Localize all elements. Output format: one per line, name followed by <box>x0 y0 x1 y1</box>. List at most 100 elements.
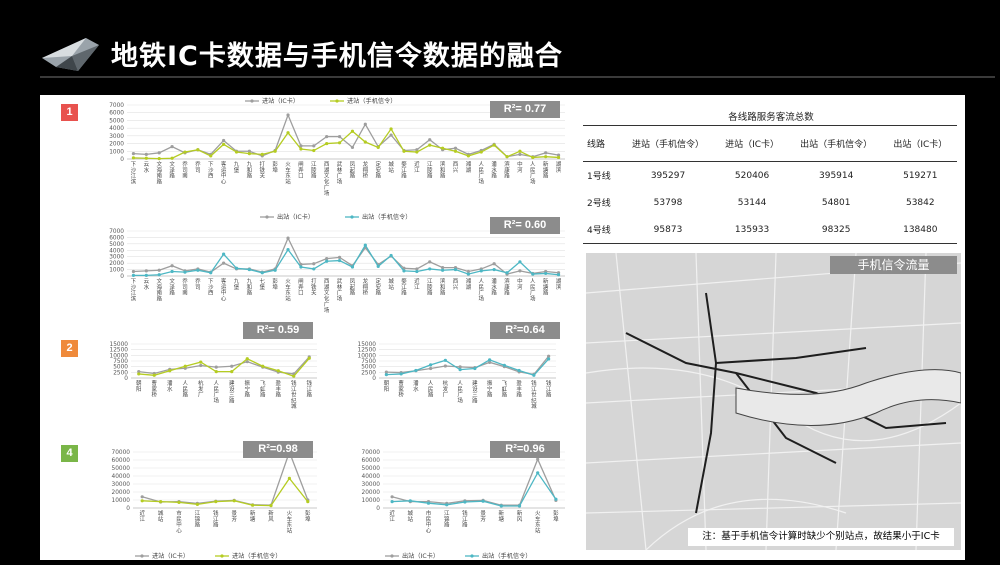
chart-line4-exits: 0 10000 20000 30000 40000 50000 60000 70000 近江城站… <box>362 450 565 560</box>
x-tick-label: 新塘 <box>250 509 256 523</box>
data-point <box>428 138 432 142</box>
data-point <box>402 269 406 273</box>
data-point <box>443 364 447 368</box>
chart-line4-entries: 0 10000 20000 30000 40000 50000 60000 70000 近江城站… <box>112 450 317 560</box>
x-tick-label: 近江 <box>414 277 420 291</box>
data-point <box>137 372 141 376</box>
data-point <box>232 499 236 503</box>
x-tick-label: 定安路 <box>375 277 381 297</box>
y-tick-label: 1000 <box>109 149 124 155</box>
data-point <box>159 500 163 504</box>
data-point <box>157 151 161 155</box>
data-point <box>144 273 148 277</box>
legend-label: 出站（IC卡） <box>277 213 314 221</box>
data-point <box>286 236 290 240</box>
data-point <box>144 269 148 273</box>
data-point <box>260 271 264 275</box>
data-point <box>505 271 509 275</box>
data-point <box>536 457 540 461</box>
y-tick-label: 30000 <box>112 482 131 488</box>
data-point <box>399 372 403 376</box>
x-tick-label: 下沙江滨 <box>131 161 137 185</box>
data-point <box>473 366 477 371</box>
x-tick-label: 潘水路 <box>491 277 497 297</box>
data-point <box>144 152 148 156</box>
data-point <box>390 495 394 499</box>
x-tick-label: 闸弄口 <box>298 277 304 297</box>
data-point <box>247 152 251 156</box>
data-point <box>463 500 467 504</box>
page-title: 地铁IC卡数据与手机信令数据的融合 <box>111 41 563 72</box>
table-cell: 138480 <box>903 224 938 235</box>
data-point <box>140 495 144 499</box>
x-tick-label: 龙翔桥 <box>363 160 369 180</box>
x-tick-label: 杭发厂 <box>198 379 204 399</box>
series-line-1 <box>133 127 559 160</box>
x-tick-label: 城站 <box>388 278 394 291</box>
x-tick-label: 火车东站 <box>285 162 291 185</box>
x-tick-label: 振宁路 <box>244 379 250 399</box>
data-point <box>251 503 255 507</box>
x-tick-label: 潘水路 <box>491 160 497 180</box>
data-point <box>350 265 355 269</box>
data-point <box>429 366 433 371</box>
x-tick-label: 彭埠 <box>272 160 278 174</box>
data-point <box>389 133 393 137</box>
r2-badge: R²= 0.59 <box>243 322 313 339</box>
x-tick-label: 湖滨 <box>556 160 562 174</box>
data-point <box>183 270 187 274</box>
data-point <box>325 259 329 263</box>
table-cell: 53144 <box>737 197 767 208</box>
y-tick-label: 7000 <box>109 103 124 109</box>
y-tick-label: 5000 <box>109 242 124 248</box>
y-tick-label: 7500 <box>113 359 128 365</box>
x-tick-label: 近江 <box>139 509 145 523</box>
data-point <box>453 149 458 153</box>
legend-marker <box>265 215 269 219</box>
x-tick-label: 湖滨 <box>556 277 562 291</box>
r2-badge: R²=0.98 <box>243 441 313 458</box>
legend-label: 出站（手机信令） <box>362 213 412 221</box>
x-tick-label: 火车东站 <box>287 511 293 534</box>
data-point <box>199 360 203 364</box>
series-line-0 <box>391 457 557 506</box>
x-tick-label: 乔司南 <box>182 161 188 180</box>
data-point <box>170 145 174 149</box>
data-point <box>488 358 492 362</box>
x-tick-label: 潘水 <box>413 379 419 393</box>
data-point <box>234 150 239 154</box>
y-tick-label: 15000 <box>110 342 129 348</box>
data-point <box>325 257 329 261</box>
series-line-0 <box>138 356 310 375</box>
data-point <box>453 146 458 150</box>
x-tick-label: 九和路 <box>247 160 253 180</box>
data-point <box>479 269 483 273</box>
data-point <box>157 268 161 272</box>
table-cell: 520406 <box>734 170 770 181</box>
data-point <box>222 142 226 146</box>
x-tick-label: 建设三路 <box>472 379 478 404</box>
data-point <box>307 356 311 360</box>
data-point <box>492 143 496 147</box>
x-tick-label: 滨和路 <box>440 277 446 297</box>
data-point <box>376 264 380 268</box>
legend-label: 进站（手机信令） <box>347 97 397 105</box>
legend-label: 进站（IC卡） <box>152 552 189 560</box>
column-header: 进站（IC卡） <box>725 140 780 150</box>
table-cell: 519271 <box>903 170 938 181</box>
data-point <box>144 156 148 160</box>
y-tick-label: 0 <box>126 506 130 512</box>
legend-marker <box>390 554 394 558</box>
x-tick-label: 钱江世纪城 <box>531 379 537 410</box>
x-tick-label: 杭发厂 <box>443 379 449 399</box>
y-tick-label: 50000 <box>112 466 131 472</box>
data-point <box>363 140 367 144</box>
y-tick-label: 40000 <box>112 474 131 480</box>
data-point <box>234 266 239 270</box>
y-tick-label: 12500 <box>110 348 129 354</box>
data-point <box>131 273 136 277</box>
y-tick-label: 7000 <box>109 229 124 235</box>
y-tick-label: 10000 <box>362 498 381 504</box>
